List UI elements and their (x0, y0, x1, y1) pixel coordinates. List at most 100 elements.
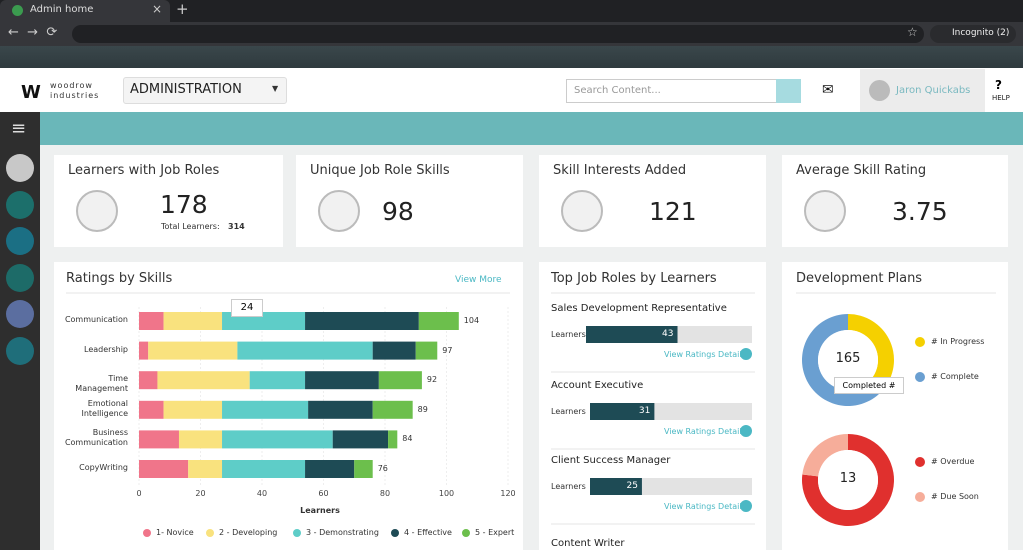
donut-center (818, 330, 878, 390)
search-button[interactable] (776, 79, 801, 103)
bar-segment (222, 430, 333, 449)
bar (590, 478, 642, 495)
kpi-icon (318, 190, 360, 232)
bar-segment (415, 341, 438, 360)
bar-segment (378, 371, 422, 390)
total-label: 84 (402, 434, 413, 444)
legend-marker (143, 529, 151, 537)
tooltip: 24 (231, 299, 263, 317)
logo-name: woodrow (50, 81, 93, 90)
search-box[interactable] (566, 79, 778, 103)
address-bar[interactable] (72, 25, 924, 43)
y-tick-label: Communication (64, 315, 128, 324)
bar-segment (139, 341, 149, 360)
legend-marker (293, 529, 301, 537)
role-name: Account Executive (551, 380, 644, 391)
star[interactable]: ☆ (907, 25, 918, 39)
chart-title: Ratings by Skills (66, 271, 173, 286)
kpi-value: 98 (382, 197, 414, 226)
link[interactable]: View Ratings Details (664, 502, 746, 511)
legend-marker (915, 372, 925, 382)
nav-item[interactable] (6, 336, 34, 365)
bar-segment (332, 430, 389, 449)
logo-sub: industries (50, 91, 100, 100)
bar-label: Learners (551, 330, 586, 339)
legend-label: 2 - Developing (219, 528, 278, 537)
total-label: 89 (417, 404, 428, 414)
x-tick-label: 120 (500, 489, 516, 498)
hamburger[interactable]: ≡ (11, 118, 27, 139)
y-tick-label: Time Management (75, 374, 128, 394)
user-name: Jaron Quickabs (896, 85, 971, 96)
legend-label: # Overdue (931, 457, 975, 466)
bar-segment (157, 371, 250, 390)
legend-label: 3 - Demonstrating (306, 528, 379, 537)
kpi-title: Unique Job Role Skills (310, 163, 450, 178)
y-tick-label: Business Communication (64, 428, 128, 448)
donut-segment (802, 314, 885, 406)
total-label: 97 (442, 345, 453, 355)
nav-item[interactable] (6, 227, 34, 255)
link-icon (740, 500, 752, 512)
logo-mark: W (21, 82, 41, 103)
search-placeholder: Search Content... (574, 85, 661, 96)
role-name: Sales Development Representative (551, 303, 727, 314)
donut-total: 13 (839, 471, 857, 486)
bar-segment (139, 430, 179, 449)
kpi-icon (561, 190, 603, 232)
tab-title: Admin home (30, 4, 94, 15)
legend-label: 1- Novice (156, 528, 194, 537)
link[interactable]: View Ratings Details (664, 350, 746, 359)
bar-segment (308, 400, 373, 419)
total-label: 92 (426, 375, 438, 385)
bar-segment (139, 371, 158, 390)
new-tab[interactable]: + (176, 0, 189, 18)
bar-segment (188, 460, 223, 478)
legend-marker (206, 529, 214, 537)
menu-dropdown[interactable] (123, 77, 287, 104)
legend-marker (391, 529, 399, 537)
tab-icon (12, 5, 23, 16)
nav-item[interactable] (6, 190, 34, 219)
nav-item[interactable] (6, 300, 34, 328)
legend-label: # In Progress (931, 337, 985, 346)
kpi-sub-label: Total Learners: (161, 222, 220, 231)
bar-segment (222, 400, 309, 419)
x-tick-label: 20 (195, 489, 206, 498)
chart-title: Top Job Roles by Learners (551, 271, 717, 286)
kpi-icon (804, 190, 846, 232)
bar-segment (139, 460, 189, 478)
bar-segment (139, 400, 164, 419)
help-icon[interactable]: ? (995, 78, 1002, 92)
menu-label: ADMINISTRATION (130, 82, 242, 97)
nav-buttons[interactable]: ← → ⟳ (8, 25, 58, 40)
legend-label: # Complete (931, 372, 979, 381)
sidebar (0, 112, 40, 550)
bar (586, 326, 678, 343)
link[interactable]: View More (455, 275, 502, 285)
nav-item[interactable] (6, 154, 34, 182)
tab[interactable] (0, 0, 170, 22)
profile-chip[interactable] (930, 25, 1016, 43)
link[interactable]: View Ratings Details (664, 427, 746, 436)
bar-segment (148, 341, 238, 360)
x-tick-label: 40 (256, 489, 268, 498)
donut-segment (802, 434, 848, 477)
bar-segment (163, 400, 223, 419)
kpi-icon (76, 190, 118, 232)
total-label: 104 (463, 316, 480, 325)
mail-icon[interactable]: ✉ (822, 82, 834, 98)
donut-segment (802, 434, 894, 527)
y-tick-label: Emotional Intelligence (81, 398, 128, 418)
total-label: 76 (377, 464, 388, 473)
kpi-value: 178 (160, 190, 208, 219)
bar-segment (163, 312, 223, 330)
legend-marker (462, 529, 470, 537)
bar-segment (354, 460, 373, 478)
donut-center (818, 450, 878, 510)
nav-item[interactable] (6, 263, 34, 292)
tab-close[interactable]: × (152, 2, 163, 16)
bar-segment (139, 312, 164, 330)
bar-segment (305, 312, 419, 330)
